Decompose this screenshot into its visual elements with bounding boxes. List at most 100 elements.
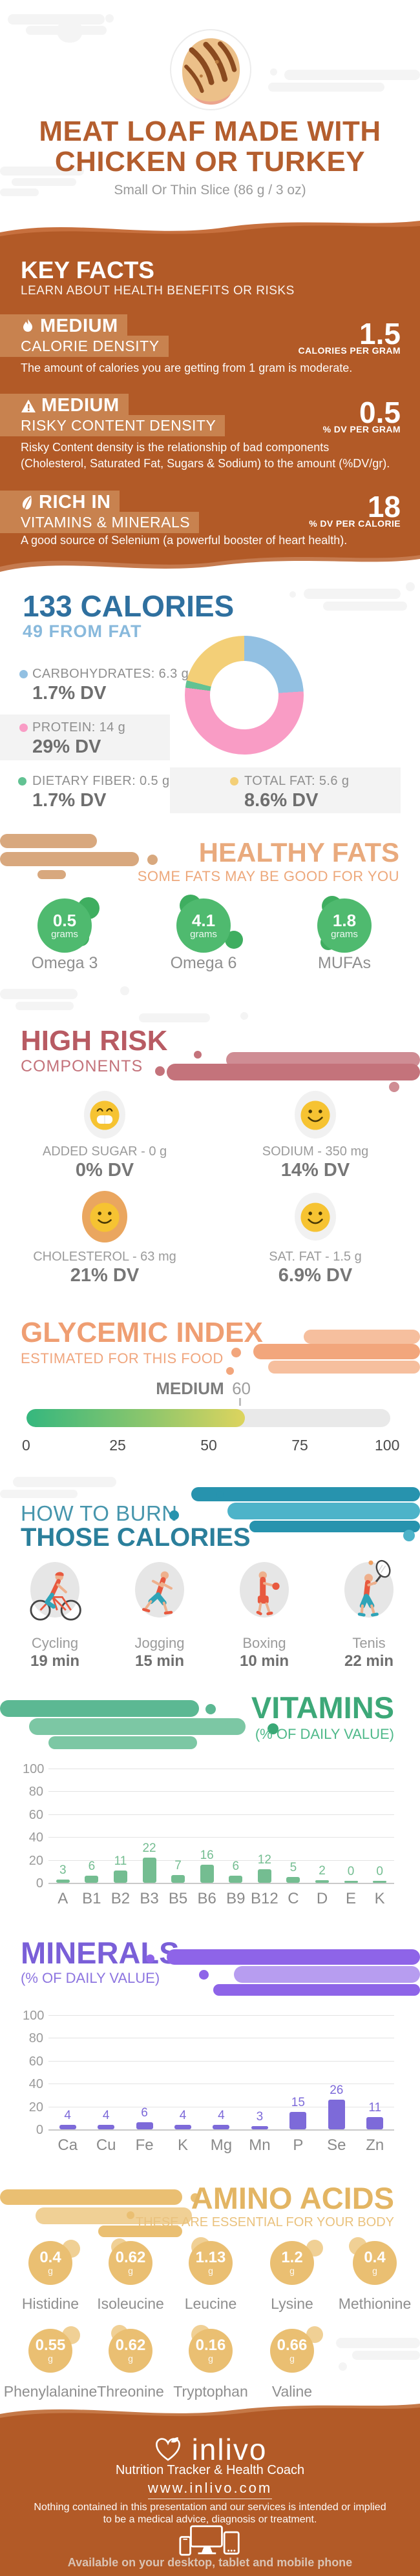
fact-risky-density-category: RISKY CONTENT DENSITY (0, 415, 226, 436)
bar (113, 1870, 127, 1883)
bar (200, 1864, 214, 1883)
omega6-label: Omega 6 (170, 954, 237, 972)
decor-blob (139, 1013, 210, 1022)
bar (171, 1874, 185, 1883)
amino-blob: 1.2 g (270, 2241, 314, 2285)
amino-label: Threonine (97, 2383, 164, 2400)
omega3-label: Omega 3 (31, 954, 98, 972)
decor-blob (289, 591, 296, 598)
amino-unit: g (289, 2266, 295, 2276)
y-tick: 60 (28, 1808, 43, 1822)
amino-value: 0.16 (195, 2337, 226, 2354)
wave-divider (0, 221, 420, 243)
glycemic-value-label: MEDIUM 60 (0, 1379, 251, 1399)
activity-time: 15 min (134, 1652, 185, 1670)
decor-blob (191, 2193, 200, 2202)
cycling-icon (30, 1572, 81, 1621)
decor-blob (8, 14, 105, 25)
fact-rich-in-level: RICH IN (0, 491, 120, 514)
omega6-value: 4.1 (191, 910, 216, 930)
amino-value: 0.4 (364, 2249, 386, 2266)
amino-subheading: THESE ARE ESSENTIAL FOR YOUR BODY (135, 2215, 394, 2229)
omega6-blob: 4.1 grams (176, 898, 231, 953)
decor-blob (234, 1966, 420, 1983)
footer-website-wrap: www.inlivo.com (0, 2480, 420, 2499)
fact-risky-density-value: 0.5 (359, 396, 401, 429)
decor-blob (213, 1984, 420, 1996)
y-tick: 100 (23, 2009, 45, 2023)
legend-dot-fiber (18, 777, 26, 786)
bar-value: 2 (319, 1864, 326, 1878)
amino-label: Methionine (338, 2295, 412, 2312)
leaf-icon (22, 495, 32, 509)
healthy-fats-heading: HEALTHY FATS (198, 837, 399, 867)
bar-value: 4 (64, 2108, 71, 2122)
x-tick: B2 (110, 1890, 131, 1907)
x-tick: Fe (135, 2136, 154, 2154)
amino-label: Tryptophan (173, 2383, 248, 2400)
minerals-heading: MINERALS (21, 1936, 180, 1970)
amino-blob: 0.66 g (270, 2329, 314, 2373)
bar-value: 11 (368, 2100, 382, 2115)
decor-blob (155, 1066, 165, 1076)
mufas-unit: grams (331, 928, 358, 940)
x-tick: Cu (96, 2136, 116, 2154)
omega3-blob: 0.5 grams (37, 898, 92, 953)
legend-dv: 1.7% DV (32, 790, 107, 811)
amino-blob: 0.4 g (28, 2241, 72, 2285)
amino-value: 0.55 (35, 2337, 66, 2354)
grin-face-icon (90, 1100, 120, 1130)
minerals-bars: 4 4 6 4 4 3 15 26 11 (48, 2015, 394, 2129)
risk-dv: 6.9% DV (278, 1265, 353, 1286)
risk-label: ADDED SUGAR - 0 g (42, 1144, 167, 1159)
x-tick: K (178, 2136, 189, 2154)
legend-dv: 8.6% DV (244, 790, 319, 811)
decor-blob (249, 1521, 420, 1532)
gauge-tick-50: 50 (200, 1437, 217, 1454)
amino-label: Valine (271, 2383, 313, 2400)
wave-divider (0, 550, 420, 572)
decor-blob (0, 167, 84, 176)
x-tick: E (346, 1890, 357, 1907)
glycemic-value: 60 (232, 1379, 251, 1398)
bar-value: 5 (289, 1861, 297, 1875)
website-link[interactable]: www.inlivo.com (147, 2480, 273, 2499)
smile-face-icon (300, 1202, 330, 1232)
y-tick: 20 (28, 1854, 43, 1868)
amino-unit: g (208, 2266, 213, 2276)
y-tick: 20 (28, 2100, 43, 2115)
legend-label: TOTAL FAT: 5.6 g (244, 774, 350, 788)
decor-blob (120, 986, 129, 995)
fact-risky-density-unit: % DV PER GRAM (322, 424, 401, 434)
x-tick: Ca (58, 2136, 78, 2154)
x-tick: B6 (197, 1890, 216, 1907)
amino-blob: 0.62 g (109, 2241, 152, 2285)
decor-blob (146, 1954, 154, 1963)
decor-blob (29, 1718, 246, 1735)
glycemic-heading: GLYCEMIC INDEX (21, 1317, 263, 1348)
x-tick: Mg (210, 2136, 233, 2154)
gauge-fill (26, 1409, 245, 1427)
decor-blob (323, 602, 407, 611)
gauge-tick-100: 100 (375, 1437, 400, 1454)
amino-unit: g (48, 2266, 53, 2276)
glycemic-gauge (26, 1409, 390, 1427)
minerals-subheading: (% OF DAILY VALUE) (21, 1970, 160, 1986)
decor-blob (57, 19, 83, 43)
fact-risky-density-level: MEDIUM (0, 394, 129, 418)
bar (229, 1876, 243, 1883)
amino-value: 1.13 (195, 2249, 226, 2266)
x-tick: P (293, 2136, 304, 2154)
vitamins-heading: VITAMINS (251, 1690, 394, 1725)
x-tick: Mn (249, 2136, 271, 2154)
decor-blob (339, 2362, 347, 2371)
activity-label: Cycling (31, 1635, 79, 1651)
amino-value: 0.62 (115, 2337, 146, 2354)
activity-label: Jogging (134, 1635, 185, 1651)
footer-availability: Available on your desktop, tablet and mo… (67, 2556, 353, 2569)
x-tick: K (374, 1890, 385, 1907)
decor-blob (36, 2207, 192, 2224)
footer-tagline: Nutrition Tracker & Health Coach (115, 2463, 305, 2477)
decor-blob (240, 1012, 248, 1020)
